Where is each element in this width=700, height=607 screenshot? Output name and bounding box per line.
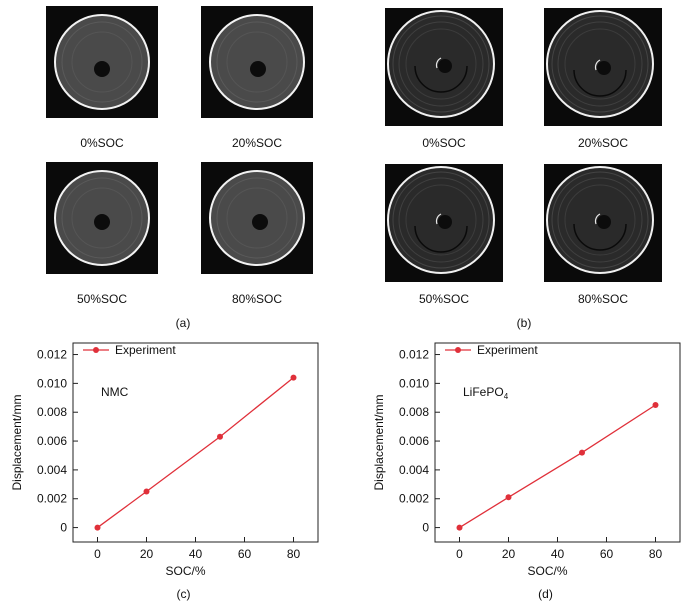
- chart-d-annotation-main: LiFePO: [463, 385, 504, 399]
- chart-c-y-tick-label: 0: [60, 521, 67, 535]
- chart-d-data-point: [456, 524, 463, 531]
- chart-d-x-tick-label: 40: [551, 547, 565, 561]
- chart-d-x-tick-label: 20: [502, 547, 516, 561]
- chart-c-y-tick-label: 0.012: [37, 348, 67, 362]
- chart-c-data-point: [143, 488, 150, 495]
- chart-c-plot-frame: [72, 342, 319, 543]
- chart-c-y-axis-label: Displacement/mm: [10, 394, 24, 490]
- chart-d-legend-label: Experiment: [477, 343, 538, 357]
- caption-a-0: 0%SOC: [80, 136, 124, 150]
- caption-b-0: 0%SOC: [422, 136, 466, 150]
- chart-c-svg: 0 0.002 0.004 0.006 0.008 0.010 0.012 0 20 40 60 80…: [10, 342, 319, 601]
- caption-b-20: 20%SOC: [577, 136, 629, 150]
- chart-d-svg: 0 0.002 0.004 0.006 0.008 0.010 0.012 0 20 40 60 80…: [372, 342, 681, 601]
- chart-d-plot-frame: [434, 342, 681, 543]
- chart-d-x-axis-label: SOC/%: [527, 564, 567, 578]
- chart-d-data-point: [505, 494, 512, 501]
- chart-d-y-axis-label: Displacement/mm: [372, 394, 386, 490]
- chart-d-y-tick-label: 0.008: [399, 405, 429, 419]
- chart-d-y-tick-label: 0.004: [399, 463, 429, 477]
- caption-b-50: 50%SOC: [418, 292, 470, 306]
- chart-c: 0 0.002 0.004 0.006 0.008 0.010 0.012 0 20 40 60 80…: [0, 336, 340, 602]
- chart-c-y-tick-label: 0.002: [37, 492, 67, 506]
- caption-a-50: 50%SOC: [76, 292, 128, 306]
- chart-d: 0 0.002 0.004 0.006 0.008 0.010 0.012 0 20 40 60 80…: [352, 336, 692, 602]
- chart-d-panel-label: (d): [538, 587, 553, 601]
- chart-c-legend-marker: [93, 347, 99, 353]
- chart-d-y-tick-label: 0.012: [399, 348, 429, 362]
- chart-c-x-tick-label: 80: [287, 547, 301, 561]
- chart-c-series-line: [97, 377, 294, 529]
- panel-label-a: (a): [175, 316, 191, 330]
- caption-b-80: 80%SOC: [577, 292, 629, 306]
- chart-d-y-tick-label: 0: [422, 521, 429, 535]
- chart-d-annotation-subscript: 4: [504, 392, 509, 401]
- chart-d-x-tick-label: 60: [600, 547, 614, 561]
- chart-c-x-tick-label: 20: [140, 547, 154, 561]
- chart-c-y-tick-label: 0.004: [37, 463, 67, 477]
- chart-d-x-tick-label: 0: [456, 547, 463, 561]
- chart-d-data-point: [652, 402, 659, 409]
- chart-c-panel-label: (c): [177, 587, 191, 601]
- chart-c-y-tick-label: 0.008: [37, 405, 67, 419]
- ct-image-a-0: [46, 6, 158, 118]
- chart-c-y-tick-label: 0.006: [37, 434, 67, 448]
- ct-image-b-50: [385, 164, 503, 282]
- chart-c-data-point: [94, 524, 101, 531]
- chart-d-data-point: [579, 449, 585, 456]
- chart-c-legend-label: Experiment: [115, 343, 176, 357]
- chart-c-data-point: [217, 433, 223, 440]
- caption-a-80: 80%SOC: [231, 292, 283, 306]
- chart-c-x-tick-label: 0: [94, 547, 101, 561]
- ct-image-a-50: [46, 162, 158, 274]
- ct-image-b-80: [544, 164, 662, 282]
- ct-image-b-20: [544, 8, 662, 126]
- chart-d-y-tick-label: 0.010: [399, 376, 429, 390]
- chart-c-x-tick-label: 60: [238, 547, 252, 561]
- chart-c-y-tick-label: 0.010: [37, 376, 67, 390]
- chart-d-y-tick-label: 0.002: [399, 492, 429, 506]
- chart-d-series-line: [459, 404, 656, 529]
- chart-c-annotation: NMC: [101, 385, 129, 399]
- ct-image-a-20: [201, 6, 313, 118]
- chart-d-x-tick-label: 80: [649, 547, 663, 561]
- caption-a-20: 20%SOC: [231, 136, 283, 150]
- chart-c-data-point: [290, 374, 297, 381]
- chart-c-x-tick-label: 40: [189, 547, 203, 561]
- panel-label-b: (b): [516, 316, 532, 330]
- ct-image-b-0: [385, 8, 503, 126]
- ct-image-a-80: [201, 162, 313, 274]
- chart-d-annotation: LiFePO4: [463, 385, 509, 401]
- chart-d-legend-marker: [455, 347, 461, 353]
- chart-c-x-axis-label: SOC/%: [165, 564, 205, 578]
- chart-d-y-tick-label: 0.006: [399, 434, 429, 448]
